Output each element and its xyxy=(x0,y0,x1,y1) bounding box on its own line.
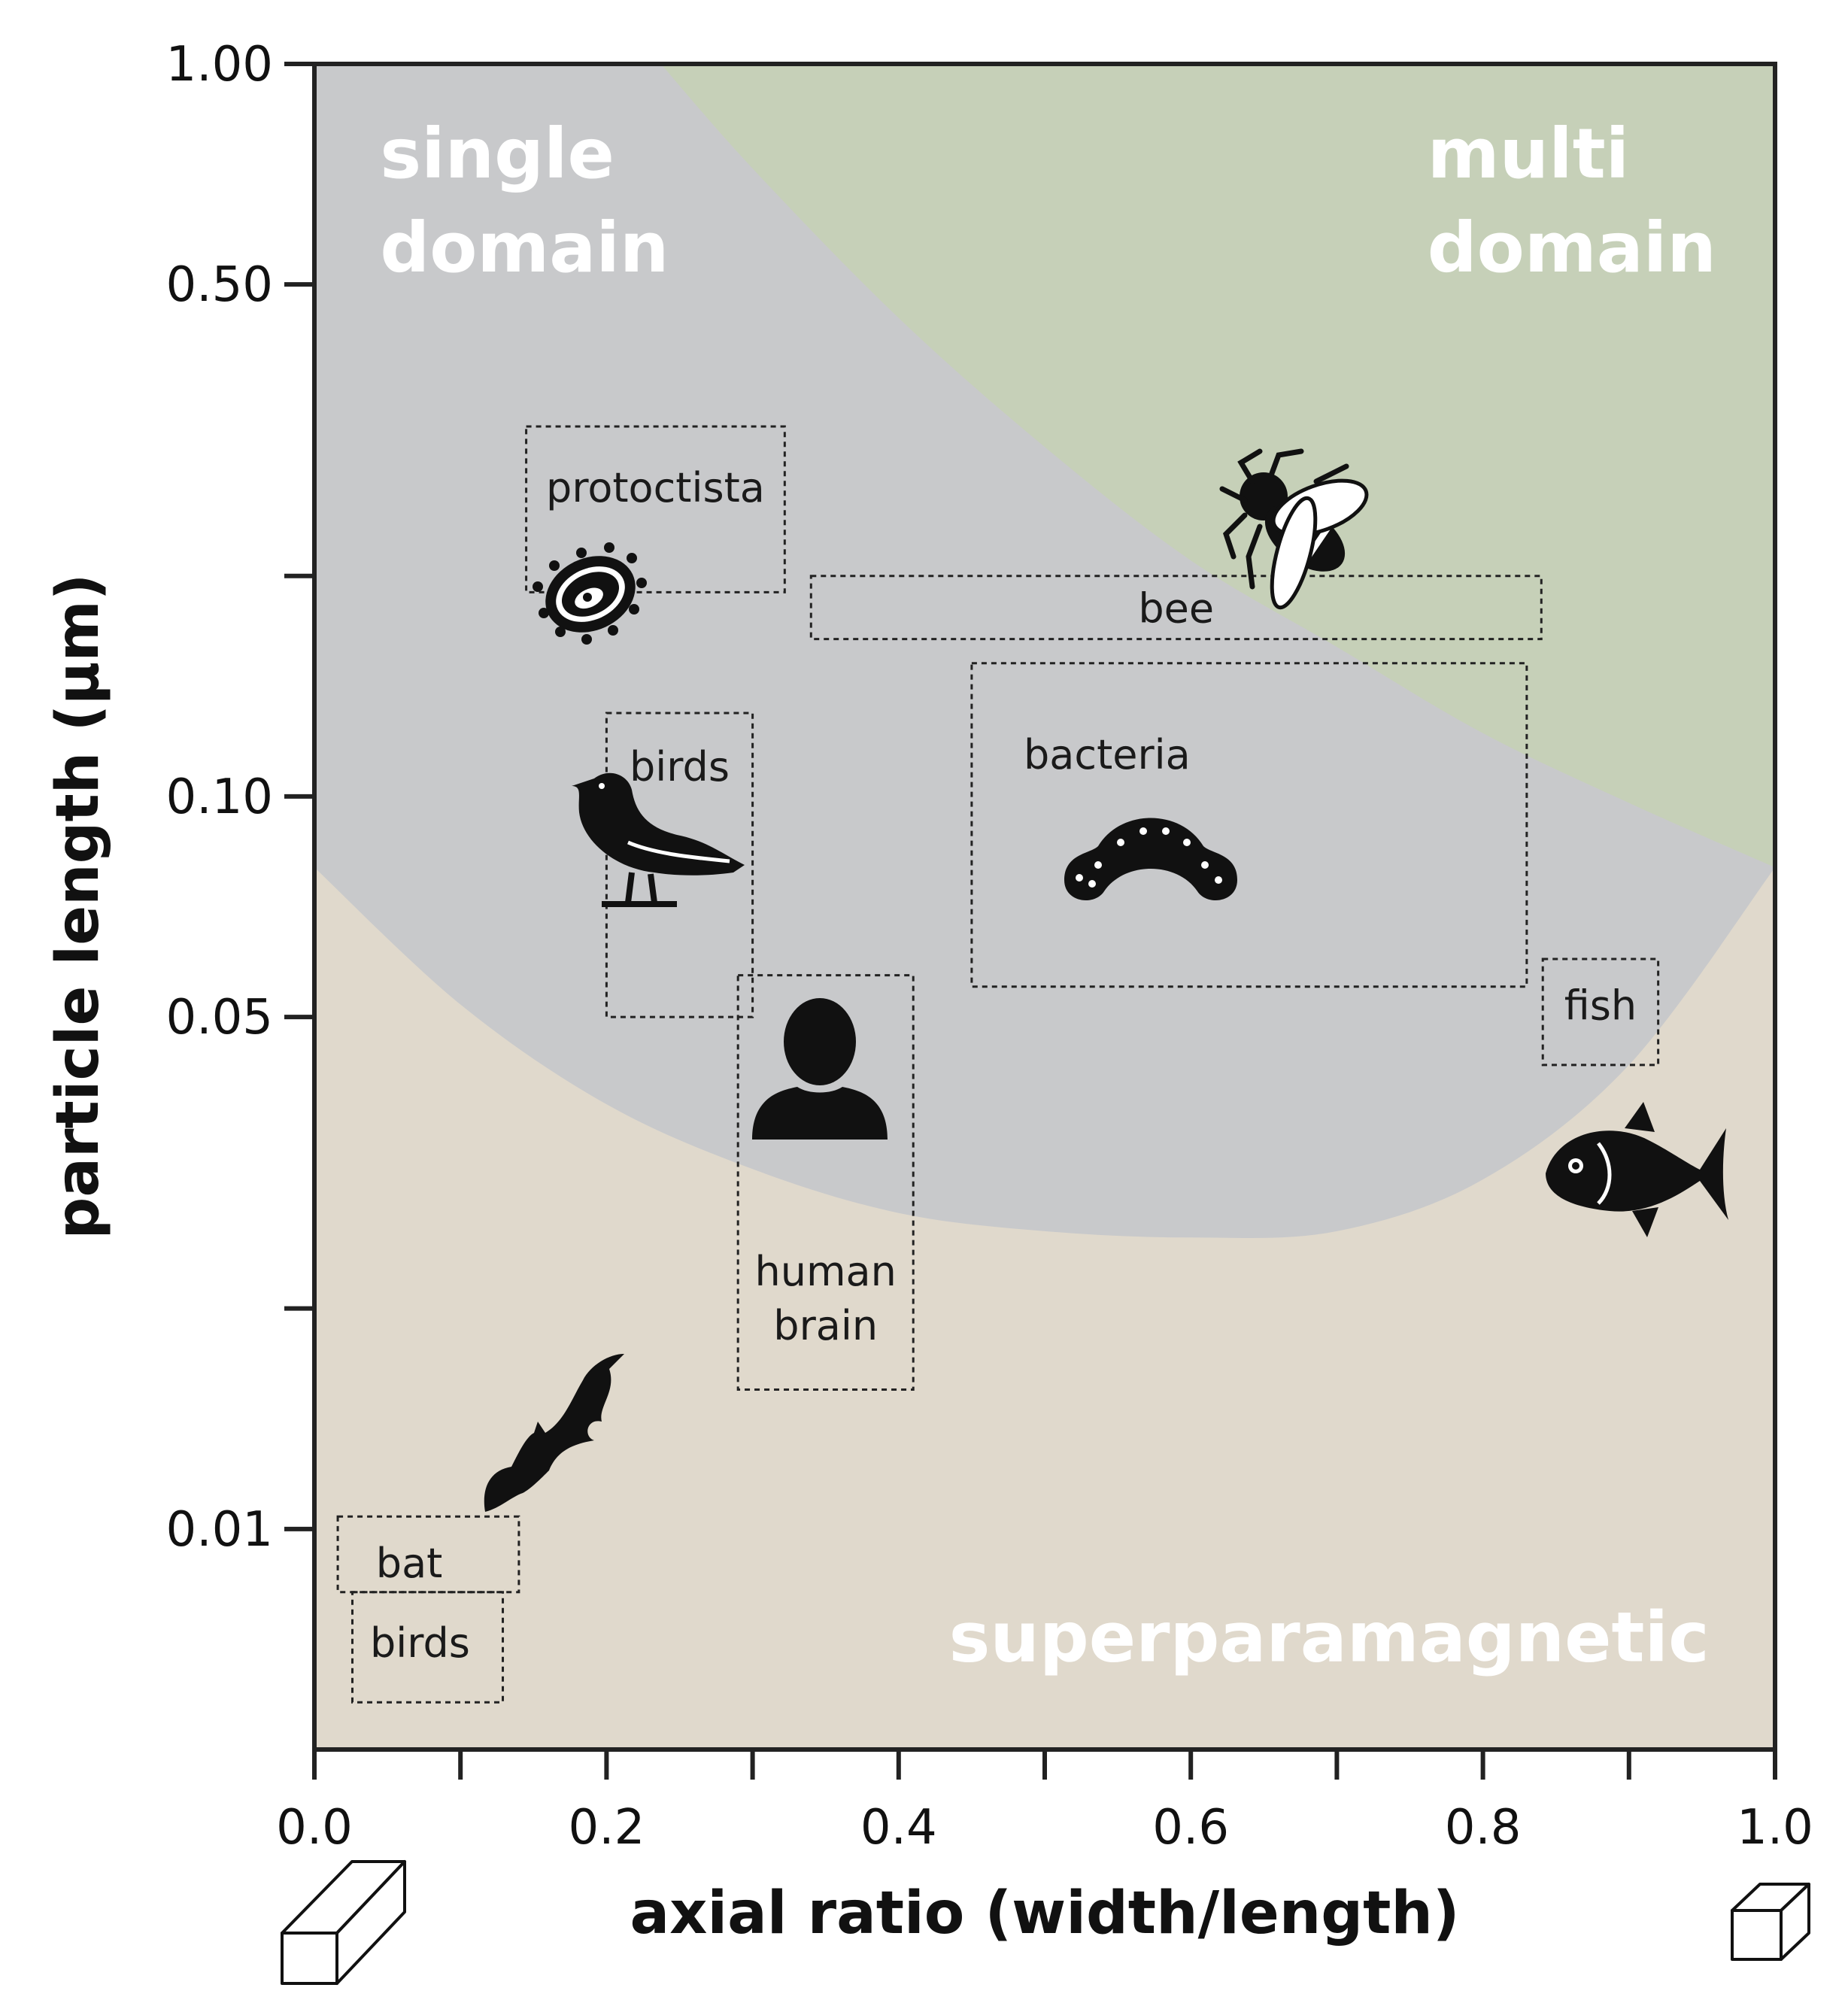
y-tick-label: 0.01 xyxy=(166,1502,274,1558)
bacteria-icon xyxy=(1064,818,1237,900)
box-fish-5: fish xyxy=(1541,957,1660,1067)
region-label-superparamagnetic: superparamagnetic xyxy=(949,1598,1710,1678)
fish-icon xyxy=(1546,1102,1728,1237)
box-protoctista-0: protoctista xyxy=(525,425,786,593)
y-axis-title: particle length (µm) xyxy=(44,574,112,1240)
x-tick-label: 0.4 xyxy=(860,1800,937,1856)
y-axis: 1.00 0.50 0.10 0.05 0.01 xyxy=(166,37,314,1558)
box-bee-1: bee xyxy=(809,575,1543,641)
box-label: birds xyxy=(370,1619,470,1667)
box-label: human brain xyxy=(755,1248,897,1349)
box-birds-3: birds xyxy=(605,712,754,1018)
region-label-single-domain: single domain xyxy=(380,114,669,288)
box-bat-6: bat xyxy=(336,1515,520,1594)
box-label: fish xyxy=(1564,982,1637,1029)
cube-icon xyxy=(1731,1883,1810,1961)
box-outline xyxy=(350,1591,505,1704)
x-axis-title: axial ratio (width/length) xyxy=(630,1880,1459,1947)
elongated-prism-icon xyxy=(281,1860,406,1985)
box-label: bacteria xyxy=(1024,731,1191,778)
bird-icon xyxy=(572,772,745,907)
box-outline xyxy=(970,662,1528,988)
protist-icon xyxy=(533,542,647,645)
box-bacteria-2: bacteria xyxy=(970,662,1528,988)
region-labels: single domain multi domain superparamagnet… xyxy=(380,114,1716,1678)
box-outline xyxy=(809,575,1543,641)
x-tick-label: 0.8 xyxy=(1445,1800,1522,1856)
y-tick-label: 0.50 xyxy=(166,257,274,313)
x-tick-label: 0.2 xyxy=(569,1800,645,1856)
x-tick-label: 0.0 xyxy=(276,1800,353,1856)
region-multi-domain-fill xyxy=(660,64,1775,868)
box-outline xyxy=(336,1515,520,1594)
y-tick-label: 1.00 xyxy=(166,37,274,93)
region-label-multi-domain: multi domain xyxy=(1428,114,1716,288)
y-tick-label: 0.05 xyxy=(166,990,274,1045)
x-tick-label: 0.6 xyxy=(1152,1800,1229,1856)
box-label: protoctista xyxy=(546,464,765,511)
box-outline xyxy=(605,712,754,1018)
box-birds-7: birds xyxy=(350,1591,505,1704)
box-label: bat xyxy=(376,1540,443,1587)
data-boxes: protoctista bee bacteria birds human brain fis… xyxy=(336,425,1660,1704)
human-icon xyxy=(752,998,888,1140)
x-tick-label: 1.0 xyxy=(1737,1800,1813,1856)
box-label: birds xyxy=(630,743,730,791)
box-outline xyxy=(525,425,786,593)
box-outline xyxy=(736,974,915,1391)
box-human-brain-4: human brain xyxy=(736,974,915,1391)
bee-icon xyxy=(1219,448,1369,610)
bat-icon xyxy=(484,1354,624,1512)
plot-area xyxy=(314,64,1775,1750)
y-tick-label: 0.10 xyxy=(166,769,274,825)
box-label: bee xyxy=(1138,585,1214,633)
x-axis: 0.0 0.2 0.4 0.6 0.8 1.0 xyxy=(276,1750,1813,1856)
box-outline xyxy=(1541,957,1660,1067)
